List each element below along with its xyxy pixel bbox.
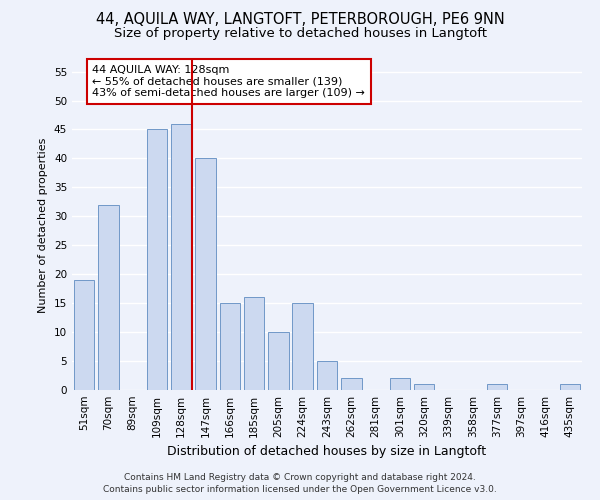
Bar (292, 303, 313, 390)
Bar (268, 332, 289, 390)
Bar (560, 384, 580, 390)
Bar (74, 280, 94, 390)
Y-axis label: Number of detached properties: Number of detached properties (38, 138, 49, 312)
Text: 44 AQUILA WAY: 128sqm
← 55% of detached houses are smaller (139)
43% of semi-det: 44 AQUILA WAY: 128sqm ← 55% of detached … (92, 65, 365, 98)
Bar (389, 378, 410, 390)
Bar (244, 298, 265, 390)
Bar (341, 378, 362, 390)
Text: 44, AQUILA WAY, LANGTOFT, PETERBOROUGH, PE6 9NN: 44, AQUILA WAY, LANGTOFT, PETERBOROUGH, … (95, 12, 505, 28)
Bar (317, 361, 337, 390)
Bar (195, 158, 216, 390)
Bar (220, 303, 240, 390)
Bar (414, 384, 434, 390)
X-axis label: Distribution of detached houses by size in Langtoft: Distribution of detached houses by size … (167, 446, 487, 458)
Bar (146, 130, 167, 390)
Text: Size of property relative to detached houses in Langtoft: Size of property relative to detached ho… (113, 28, 487, 40)
Text: Contains HM Land Registry data © Crown copyright and database right 2024.
Contai: Contains HM Land Registry data © Crown c… (103, 472, 497, 494)
Bar (98, 204, 119, 390)
Bar (171, 124, 191, 390)
Bar (487, 384, 508, 390)
